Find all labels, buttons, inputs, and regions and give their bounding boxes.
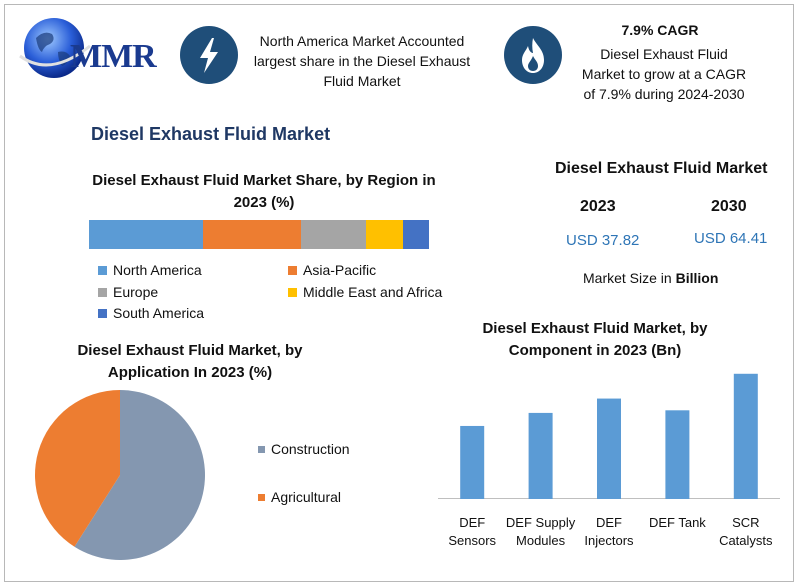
x-tick-label-def-sensors: DEF Sensors	[448, 515, 497, 548]
bar-def-injectors	[597, 398, 621, 499]
legend-label: Europe	[113, 284, 159, 300]
x-tick-label-scr-catalysts: SCR Catalysts	[719, 515, 773, 548]
pie-slice-construction	[74, 390, 206, 560]
legend-swatch	[98, 308, 107, 318]
legend-label: Construction	[271, 441, 350, 457]
page-title: Diesel Exhaust Fluid Market	[91, 124, 331, 144]
legend-item-construction: Construction	[258, 441, 350, 457]
legend-item-middle-east-and-africa: Middle East and Africa	[288, 284, 442, 300]
market-size-unit: Market Size in Billion	[583, 270, 718, 286]
region-segment-asia-pacific	[202, 220, 302, 249]
x-tick-label-def-tank: DEF Tank	[648, 515, 706, 530]
legend-swatch	[258, 493, 265, 501]
legend-swatch	[98, 287, 107, 297]
bar-def-supply-modules	[528, 412, 553, 499]
flame-icon	[504, 26, 562, 84]
unit-bold: Billion	[675, 270, 719, 286]
legend-label: Asia-Pacific	[303, 262, 377, 278]
infographic-frame	[4, 4, 794, 582]
component-chart-title: Diesel Exhaust Fluid Market, by Componen…	[482, 320, 708, 359]
mmr-logo: MMR	[14, 8, 164, 88]
legend-label: Middle East and Africa	[303, 284, 443, 300]
legend-label: Agricultural	[271, 489, 342, 505]
region-segment-europe	[301, 220, 367, 249]
legend-swatch	[98, 265, 107, 275]
value-2030: USD 64.41	[694, 230, 768, 247]
lightning-icon	[180, 26, 238, 84]
bar-def-sensors	[460, 425, 485, 499]
application-chart-title: Diesel Exhaust Fluid Market, by Applicat…	[77, 342, 303, 381]
unit-prefix: Market Size in	[583, 270, 672, 286]
bar-def-tank	[665, 410, 690, 499]
cagr-text: Diesel Exhaust Fluid Market to grow at a…	[581, 46, 747, 102]
legend-item-asia-pacific: Asia-Pacific	[288, 262, 376, 278]
market-size-title: Diesel Exhaust Fluid Market	[555, 160, 768, 177]
region-stacked-bar	[89, 220, 429, 249]
logo-text: MMR	[70, 38, 157, 75]
component-bar-chart	[460, 373, 758, 499]
legend-label: South America	[113, 305, 205, 321]
legend-swatch	[288, 265, 297, 275]
year-2030: 2030	[711, 198, 747, 215]
pie-slice-agricultural	[35, 390, 120, 547]
application-pie-chart	[35, 390, 206, 560]
x-tick-label-def-supply-modules: DEF Supply Modules	[505, 515, 576, 548]
legend-item-europe: Europe	[98, 284, 158, 300]
cagr-title: 7.9% CAGR	[621, 22, 699, 38]
year-2023: 2023	[580, 198, 616, 215]
legend-label: North America	[113, 262, 202, 278]
region-segment-south-america	[403, 220, 429, 249]
globe-icon	[19, 18, 91, 78]
legend-item-agricultural: Agricultural	[258, 489, 341, 505]
legend-item-north-america: North America	[98, 262, 202, 278]
legend-swatch	[288, 287, 297, 297]
value-2023: USD 37.82	[566, 232, 640, 249]
region-segment-middle-east-and-africa	[366, 220, 404, 249]
x-tick-label-def-injectors: DEF Injectors	[584, 515, 634, 548]
legend-swatch	[258, 445, 265, 453]
bar-scr-catalysts	[733, 373, 758, 499]
region-chart-title: Diesel Exhaust Fluid Market Share, by Re…	[92, 172, 436, 211]
region-segment-north-america	[89, 220, 203, 249]
region-highlight-text: North America Market Accounted largest s…	[253, 33, 471, 89]
legend-item-south-america: South America	[98, 305, 204, 321]
